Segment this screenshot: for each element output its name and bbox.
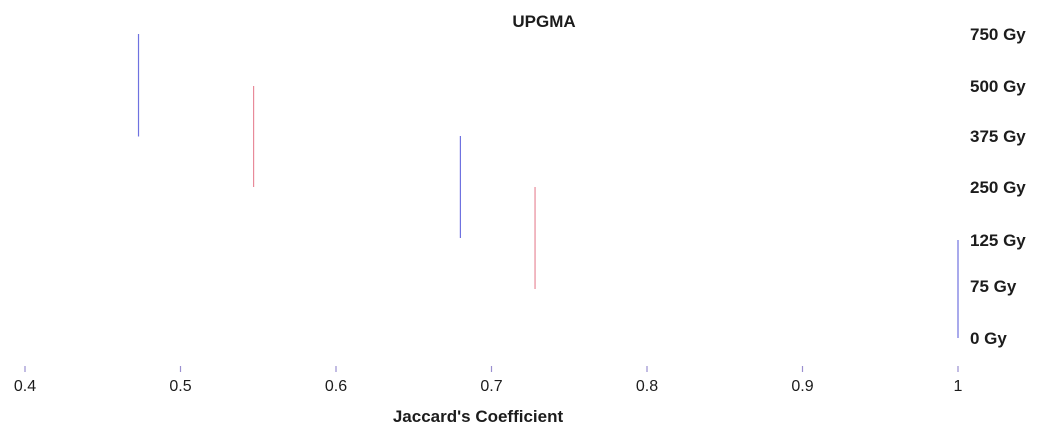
leaf-label: 75 Gy (970, 277, 1017, 296)
x-tick-label: 1 (954, 378, 963, 395)
leaf-label: 750 Gy (970, 25, 1026, 44)
leaf-label: 125 Gy (970, 231, 1026, 250)
dendrogram-branches (137, 33, 959, 338)
leaf-label: 500 Gy (970, 77, 1026, 96)
x-tick-label: 0.4 (14, 378, 36, 395)
x-axis: 0.4 0.5 0.6 0.7 0.8 0.9 1 (14, 365, 963, 395)
leaf-labels: 750 Gy 500 Gy 375 Gy 250 Gy 125 Gy 75 Gy 0 Gy (970, 25, 1026, 348)
x-axis-ticks: 0.4 0.5 0.6 0.7 0.8 0.9 1 (14, 366, 963, 395)
chart-title: UPGMA (512, 12, 575, 31)
x-tick-label: 0.7 (480, 378, 502, 395)
x-axis-label: Jaccard's Coefficient (393, 407, 564, 426)
leaf-label: 375 Gy (970, 127, 1026, 146)
x-tick-label: 0.6 (325, 378, 347, 395)
leaf-label: 0 Gy (970, 329, 1007, 348)
x-tick-label: 0.8 (636, 378, 658, 395)
leaf-label: 250 Gy (970, 178, 1026, 197)
x-tick-label: 0.9 (791, 378, 813, 395)
x-tick-label: 0.5 (169, 378, 191, 395)
